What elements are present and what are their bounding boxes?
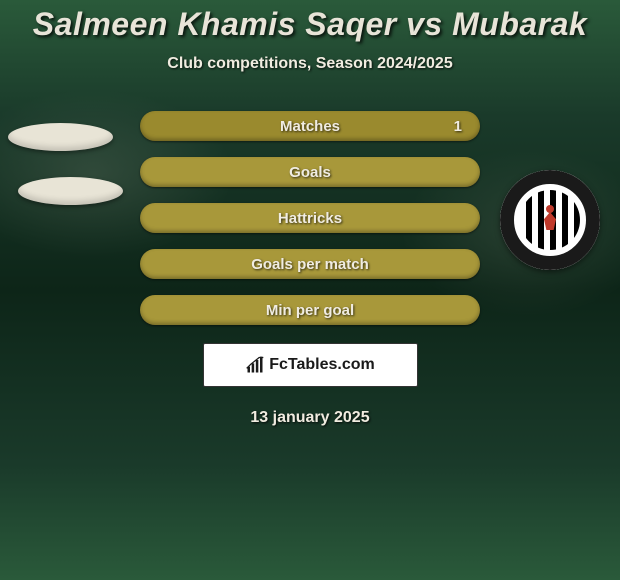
stat-pill: Goals per match — [140, 249, 480, 279]
subtitle: Club competitions, Season 2024/2025 — [167, 55, 452, 73]
stat-pill: Goals — [140, 157, 480, 187]
stat-label: Hattricks — [278, 210, 342, 227]
watermark: FcTables.com — [203, 343, 418, 387]
page-title: Salmeen Khamis Saqer vs Mubarak — [33, 6, 587, 43]
date: 13 january 2025 — [250, 409, 369, 427]
club-badge-al-jazira — [500, 170, 600, 270]
stat-label: Min per goal — [266, 302, 354, 319]
watermark-text: FcTables.com — [269, 356, 375, 374]
stat-pill: Hattricks — [140, 203, 480, 233]
stat-row: Min per goal — [0, 295, 620, 325]
stat-pill: Min per goal — [140, 295, 480, 325]
comparison-card: Salmeen Khamis Saqer vs Mubarak Club com… — [0, 0, 620, 580]
stat-label: Matches — [280, 118, 340, 135]
player-ellipse — [18, 177, 123, 205]
player-ellipse — [8, 123, 113, 151]
stat-label: Goals — [289, 164, 331, 181]
stat-pill: Matches 1 — [140, 111, 480, 141]
bar-chart-icon — [245, 355, 265, 375]
stat-label: Goals per match — [251, 256, 369, 273]
stat-value-right: 1 — [454, 118, 462, 135]
